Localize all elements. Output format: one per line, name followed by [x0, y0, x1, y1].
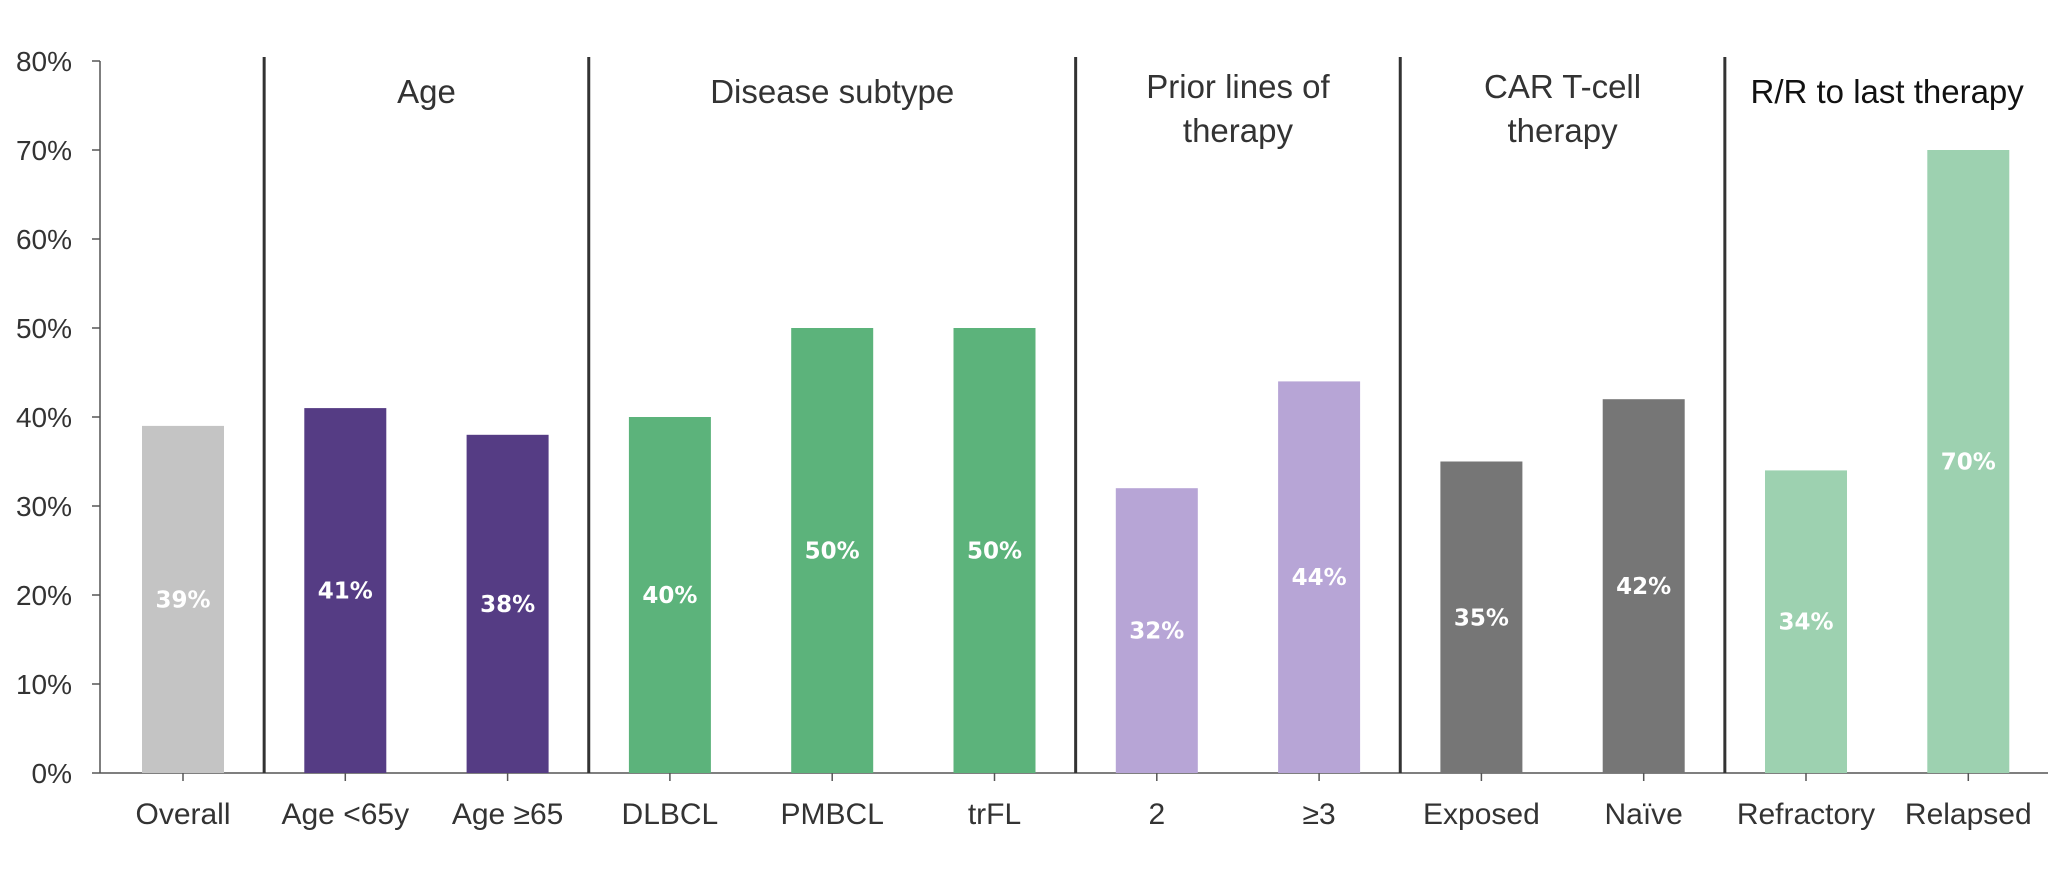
x-tick-label: Naïve: [1605, 798, 1683, 831]
group-title-3: Prior lines of: [1146, 68, 1330, 105]
data-label: 50%: [967, 539, 1022, 565]
y-tick-label: 40%: [16, 402, 72, 433]
bar-na-ve: [1602, 399, 1685, 773]
y-tick-label: 70%: [16, 135, 72, 166]
data-label: 34%: [1778, 610, 1833, 636]
bar-pmbcl: [791, 328, 874, 773]
data-label: 70%: [1941, 450, 1996, 476]
y-tick-label: 10%: [16, 669, 72, 700]
group-title-1: Age: [397, 73, 456, 110]
y-tick-label: 0%: [32, 758, 72, 789]
bar-age-65y: [304, 408, 387, 773]
x-tick-label: Age ≥65: [452, 798, 564, 831]
x-tick-label: Age <65y: [281, 798, 409, 831]
data-label: 35%: [1454, 605, 1509, 631]
data-label: 50%: [805, 539, 860, 565]
y-tick-label: 60%: [16, 224, 72, 255]
x-tick-label: ≥3: [1303, 798, 1336, 831]
bar-2: [1115, 488, 1198, 773]
data-label: 38%: [480, 592, 535, 618]
y-tick-label: 50%: [16, 313, 72, 344]
x-tick-label: Exposed: [1423, 798, 1540, 831]
data-label: 41%: [318, 579, 373, 605]
y-tick-label: 20%: [16, 580, 72, 611]
y-tick-label: 80%: [16, 46, 72, 77]
x-tick-label: Overall: [135, 798, 230, 831]
bar-trfl: [953, 328, 1036, 773]
x-tick-label: Relapsed: [1905, 798, 2032, 831]
bar-3: [1278, 381, 1361, 773]
x-tick-label: Refractory: [1737, 798, 1875, 831]
group-title-4: therapy: [1508, 112, 1619, 149]
bar-exposed: [1440, 461, 1523, 773]
group-title-4: CAR T-cell: [1484, 68, 1641, 105]
x-tick-label: 2: [1148, 798, 1165, 831]
bar-dlbcl: [628, 417, 711, 773]
x-tick-label: DLBCL: [622, 798, 719, 831]
group-title-5: R/R to last therapy: [1751, 73, 2025, 110]
data-label: 44%: [1292, 565, 1347, 591]
bar-age-65: [466, 434, 549, 773]
group-title-2: Disease subtype: [710, 73, 954, 110]
bar-overall: [142, 425, 224, 773]
data-label: 39%: [155, 587, 210, 613]
bar-refractory: [1765, 470, 1847, 773]
x-tick-label: trFL: [968, 798, 1021, 831]
y-tick-label: 30%: [16, 491, 72, 522]
data-label: 32%: [1129, 619, 1184, 645]
x-tick-label: PMBCL: [781, 798, 884, 831]
bar-relapsed: [1927, 150, 2010, 773]
data-label: 42%: [1616, 574, 1671, 600]
group-title-3: therapy: [1183, 112, 1294, 149]
data-label: 40%: [642, 583, 697, 609]
